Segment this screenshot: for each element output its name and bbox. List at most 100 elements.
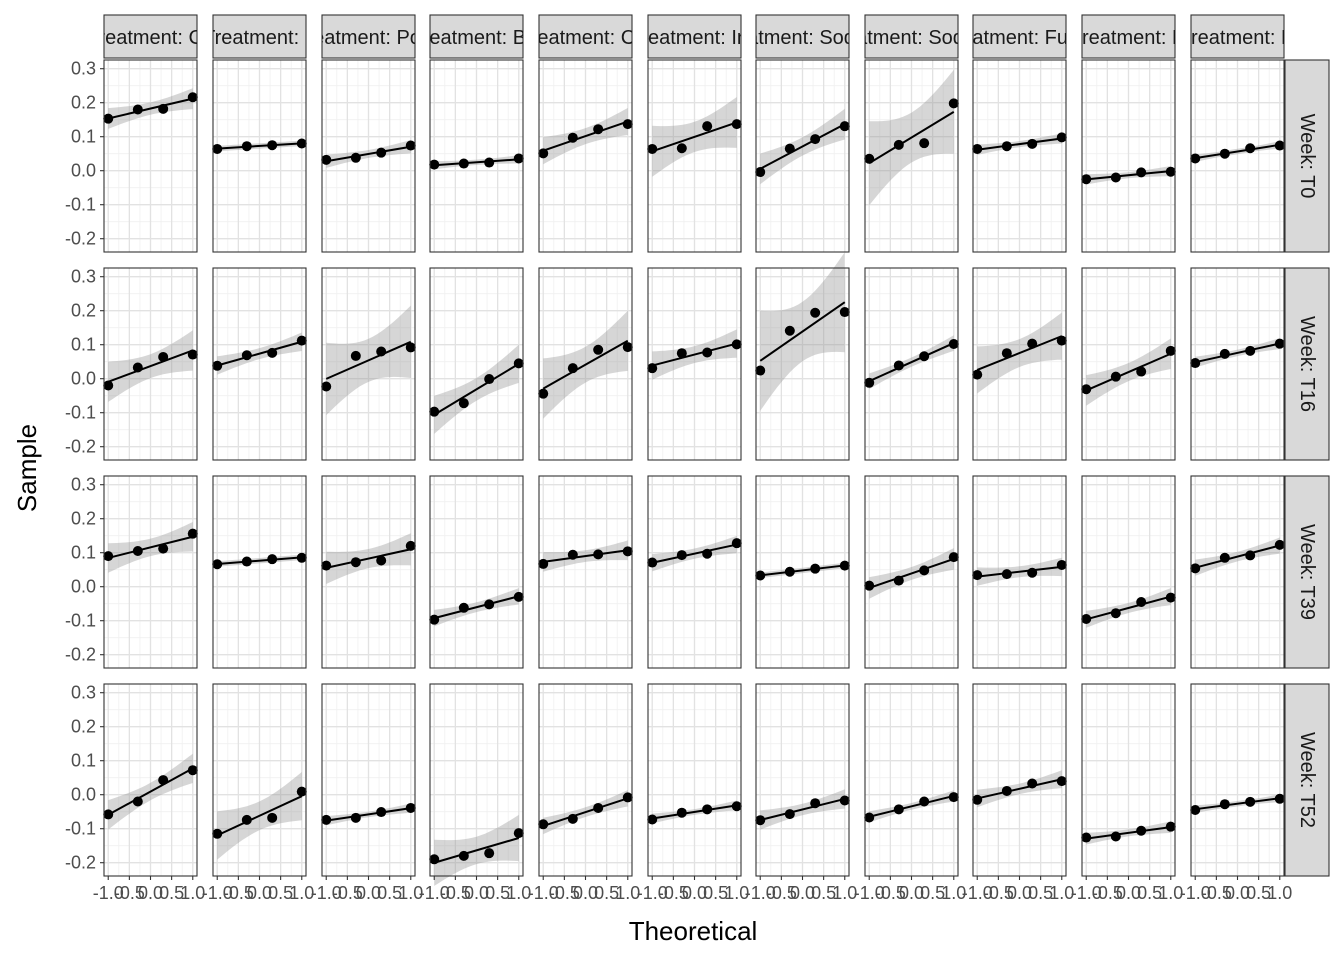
data-point [158,543,169,554]
facet-panel [429,475,524,669]
panel-border [1081,267,1176,461]
facet-strip-label: Week: T16 [1296,316,1318,412]
data-point [810,563,821,574]
data-point [810,798,821,809]
facet-strip-label: Treatment: Poult [295,27,443,49]
facet-panel [212,683,307,877]
panel-border [538,59,633,253]
x-tick-label: 0.0 [1225,883,1250,903]
x-tick-label: 0.0 [1116,883,1141,903]
data-point [567,813,578,824]
data-point [212,143,223,154]
fit-line [868,342,955,383]
fit-line [326,145,411,163]
data-point [784,325,795,336]
fit-line [759,123,846,170]
data-point [376,147,387,158]
y-tick-label: 0.1 [71,335,96,355]
data-point [567,363,578,374]
panel-border [212,267,307,461]
fit-line [976,335,1063,371]
panel-border [972,59,1067,253]
data-point [1136,167,1147,178]
x-tick-label: 1.0 [1049,883,1074,903]
x-tick-label: 0.5 [268,883,293,903]
data-point [429,854,440,865]
y-axis-title: Sample [12,424,42,512]
x-tick-label: 0.5 [1246,883,1271,903]
facet-panel [755,475,850,669]
panel-border [1190,267,1285,461]
data-point [1219,552,1230,563]
fit-line [652,543,737,564]
facet-panel [103,683,198,877]
data-point [103,380,114,391]
y-tick-label: 0.3 [71,59,96,79]
data-point [731,339,742,350]
facet-panel [647,683,742,877]
facet-strip-label-group: Treatment: Fuma [973,27,1066,49]
data-point [350,557,361,568]
data-point [1027,138,1038,149]
y-tick-label: 0.1 [71,543,96,563]
facet-strip-label: Treatment: Citr [519,27,652,49]
data-point [484,374,495,385]
x-tick-label: 0.0 [138,883,163,903]
facet-panel [103,475,198,669]
fit-line [977,778,1062,800]
x-tick-label: -0.5 [658,883,689,903]
facet-strip-top [755,14,850,59]
data-point [241,556,252,567]
data-point [212,828,223,839]
data-point [1081,832,1092,843]
facet-panel [103,267,198,461]
y-tick-label: 0.0 [71,785,96,805]
data-point [919,796,930,807]
data-point [1136,597,1147,607]
panel-border [538,267,633,461]
data-point [538,388,549,399]
x-tick-label: -1.0 [854,883,885,903]
data-point [1165,345,1176,356]
fit-line [651,342,738,367]
x-tick-label: -1.0 [202,883,233,903]
data-point [919,565,930,576]
panel-border [864,59,959,253]
data-point [405,540,416,551]
data-point [755,167,766,178]
data-point [484,157,495,168]
facet-strip-label-group: Treatment: Sodium [756,27,849,49]
data-point [405,342,416,353]
data-point [1056,559,1067,570]
x-tick-label: 0.5 [1028,883,1053,903]
x-tick-label: 0.0 [573,883,598,903]
facet-panel [647,475,742,669]
facet-panel [1081,267,1176,461]
facet-strip-top [864,14,959,59]
data-point [702,804,713,815]
fit-line [107,767,194,816]
data-point [405,802,416,813]
x-tick-label: 1.0 [180,883,205,903]
y-tick-label: 0.0 [71,161,96,181]
fit-line [216,795,303,837]
data-point [458,398,469,409]
facet-strip-label: Treatment: H [1180,27,1296,49]
facet-panel [755,683,850,877]
fit-line [542,339,629,390]
x-tick-label: -1.0 [962,883,993,903]
facet-panel [864,683,959,877]
data-point [429,406,440,417]
data-point [538,819,549,830]
data-point [676,550,687,561]
facet-strip-top [538,14,633,59]
facet-panel [212,59,307,253]
data-point [1245,143,1256,154]
panel-border [212,475,307,669]
data-point [864,812,875,823]
x-tick-label: 0.5 [811,883,836,903]
facet-strip-label: Week: T52 [1296,732,1318,828]
data-point [647,557,658,568]
data-point [187,92,198,103]
fit-line [1086,826,1171,840]
